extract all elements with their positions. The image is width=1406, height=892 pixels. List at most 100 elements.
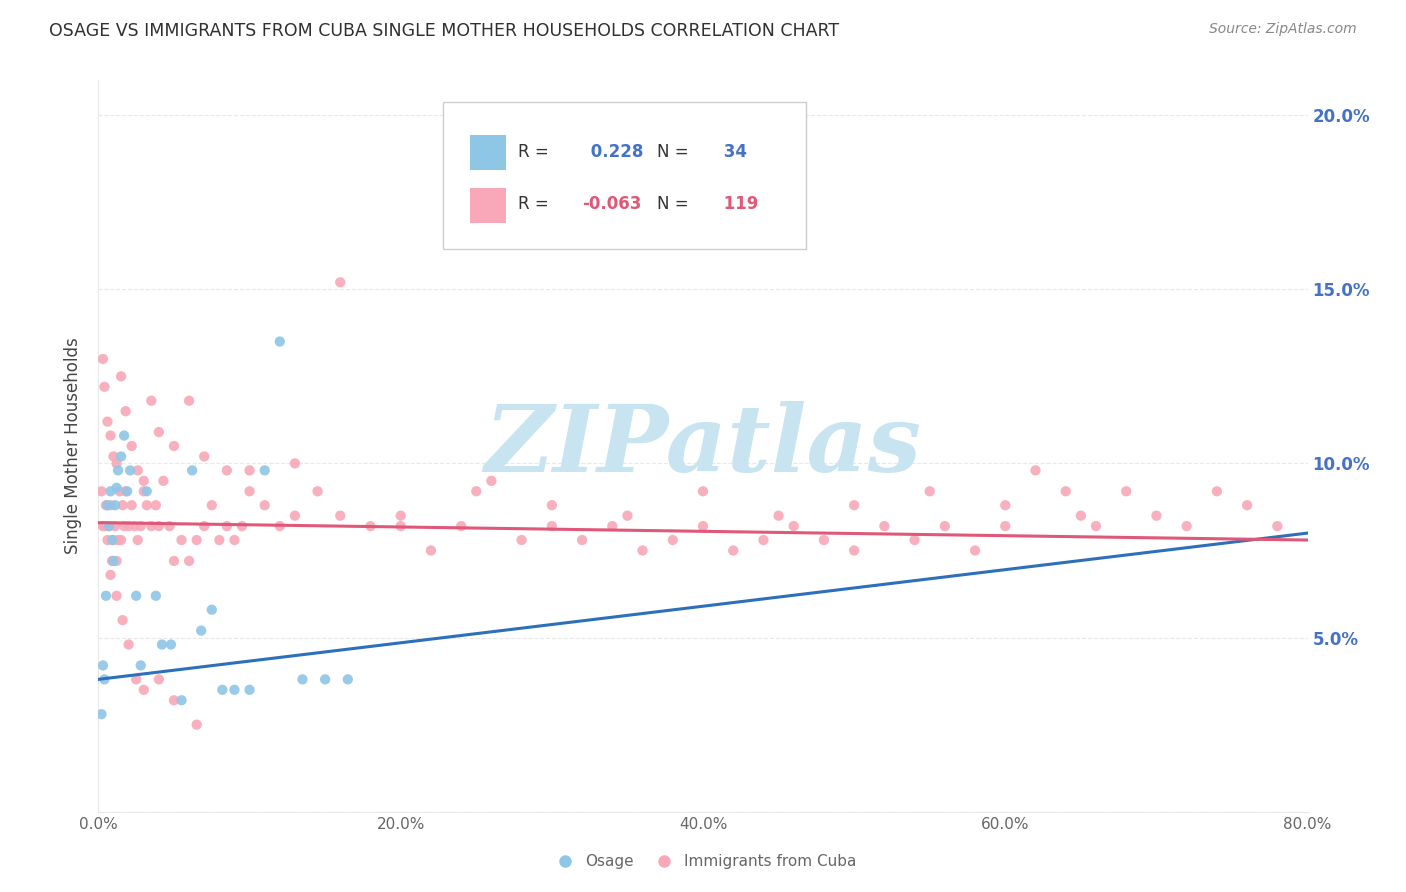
Point (112, 519, 135, 533)
Point (1206, 484, 1229, 499)
Point (224, 533, 246, 547)
Point (360, 519, 382, 533)
Text: 119: 119 (717, 195, 758, 213)
Point (94, 589, 117, 603)
Text: 34: 34 (717, 143, 747, 161)
Point (114, 404, 136, 418)
Point (616, 508, 638, 523)
Point (768, 508, 790, 523)
Text: ZIPatlas: ZIPatlas (485, 401, 921, 491)
Text: R =: R = (517, 143, 548, 161)
Point (201, 498, 224, 512)
Point (239, 484, 262, 499)
Point (201, 603, 224, 617)
Point (873, 519, 896, 533)
Point (450, 519, 472, 533)
Point (163, 693, 186, 707)
Point (208, 533, 231, 547)
Point (98, 519, 121, 533)
Point (93, 673, 115, 687)
Point (179, 554, 201, 568)
Point (253, 463, 276, 477)
Point (631, 543, 654, 558)
Point (215, 519, 238, 533)
Point (163, 554, 186, 568)
Point (93, 380, 115, 394)
Point (692, 519, 714, 533)
Point (904, 533, 927, 547)
Text: N =: N = (657, 195, 689, 213)
Point (141, 519, 163, 533)
Point (91, 351, 114, 366)
Point (307, 484, 329, 499)
Point (284, 457, 307, 471)
Point (105, 554, 128, 568)
Point (141, 393, 163, 408)
Point (752, 533, 775, 547)
Point (118, 638, 141, 652)
Point (100, 498, 122, 512)
Point (918, 484, 941, 499)
Point (103, 450, 125, 464)
FancyBboxPatch shape (470, 187, 506, 223)
FancyBboxPatch shape (470, 135, 506, 170)
Point (291, 673, 314, 687)
Point (170, 533, 193, 547)
Point (420, 543, 443, 558)
Point (1054, 484, 1077, 499)
Point (723, 543, 745, 558)
Point (129, 519, 152, 533)
Text: Source: ZipAtlas.com: Source: ZipAtlas.com (1209, 22, 1357, 37)
Point (90, 484, 112, 499)
Point (211, 682, 233, 697)
Point (121, 498, 143, 512)
Point (98, 519, 121, 533)
Point (190, 624, 212, 638)
Point (90, 707, 112, 722)
Point (692, 484, 714, 499)
Point (125, 589, 148, 603)
Point (100, 567, 122, 582)
Point (132, 682, 155, 697)
Point (1115, 484, 1137, 499)
Point (1175, 519, 1198, 533)
Point (101, 554, 124, 568)
Point (107, 533, 129, 547)
Point (100, 428, 122, 442)
Point (1267, 519, 1289, 533)
Point (602, 519, 624, 533)
Point (193, 450, 215, 464)
Point (110, 533, 132, 547)
Point (540, 498, 562, 512)
Point (105, 457, 128, 471)
Point (118, 519, 141, 533)
Point (114, 484, 136, 499)
Point (193, 519, 215, 533)
Point (150, 638, 173, 652)
Point (111, 498, 134, 512)
Point (159, 519, 181, 533)
Point (314, 673, 336, 687)
Point (1070, 508, 1092, 523)
Point (91, 519, 114, 533)
Point (127, 533, 149, 547)
Point (91, 658, 114, 673)
Text: -0.063: -0.063 (582, 195, 641, 213)
Point (239, 682, 262, 697)
Point (994, 519, 1017, 533)
Point (994, 498, 1017, 512)
Point (844, 498, 866, 512)
Y-axis label: Single Mother Households: Single Mother Households (65, 338, 83, 554)
Point (127, 463, 149, 477)
Point (104, 519, 127, 533)
Point (135, 498, 157, 512)
Point (186, 717, 208, 731)
Point (269, 334, 291, 349)
FancyBboxPatch shape (443, 103, 806, 249)
Text: R =: R = (517, 195, 548, 213)
Point (481, 474, 503, 488)
Point (965, 543, 987, 558)
Point (231, 519, 253, 533)
Point (160, 638, 183, 652)
Point (170, 693, 193, 707)
